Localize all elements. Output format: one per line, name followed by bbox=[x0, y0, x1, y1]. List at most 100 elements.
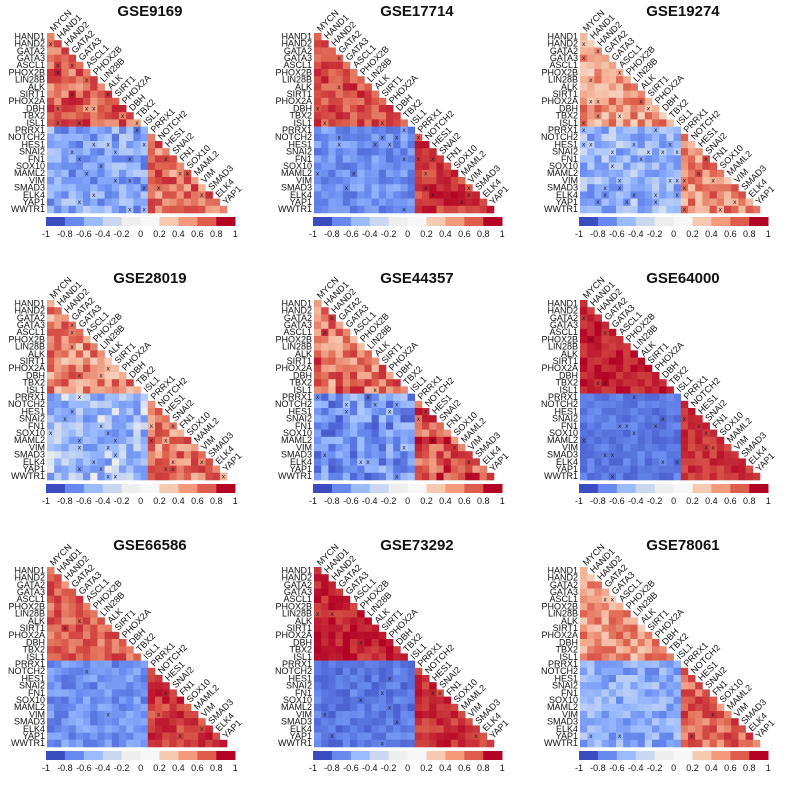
heatmap-cell bbox=[429, 696, 437, 705]
heatmap-cell bbox=[75, 682, 84, 690]
row-label: SMAD3 bbox=[14, 183, 45, 193]
heatmap-cell bbox=[637, 205, 646, 214]
heatmap-cell bbox=[695, 458, 703, 466]
heatmap-cell bbox=[601, 97, 610, 106]
heatmap-cell bbox=[364, 617, 372, 625]
colorbar-block bbox=[483, 217, 503, 226]
heatmap-cell bbox=[321, 393, 329, 402]
heatmap-cell bbox=[321, 624, 329, 633]
heatmap-cell bbox=[119, 646, 127, 654]
heatmap-cell bbox=[133, 725, 141, 733]
heatmap-cell bbox=[407, 198, 416, 207]
heatmap-cell bbox=[587, 126, 595, 135]
heatmap-cell bbox=[580, 184, 588, 192]
nonsignificant-mark: x bbox=[395, 719, 399, 726]
heatmap-cell bbox=[601, 689, 610, 697]
row-label: HES1 bbox=[554, 139, 578, 149]
row-label: GATA2 bbox=[550, 580, 578, 590]
colorbar-block bbox=[597, 484, 618, 493]
heatmap-cell bbox=[335, 357, 344, 366]
colorbar-tick-label: 0 bbox=[138, 763, 143, 773]
heatmap-cell bbox=[386, 408, 394, 416]
heatmap-cell bbox=[422, 689, 430, 697]
heatmap-cell bbox=[61, 54, 69, 63]
colorbar-tick-label: 0 bbox=[671, 763, 676, 773]
heatmap-cell bbox=[407, 660, 416, 669]
heatmap-cell bbox=[54, 364, 62, 373]
heatmap-cell bbox=[162, 177, 170, 185]
heatmap-cell bbox=[587, 205, 595, 214]
heatmap-cell bbox=[191, 711, 199, 719]
heatmap-cell bbox=[119, 105, 127, 113]
heatmap-cell bbox=[54, 343, 62, 351]
heatmap-cell bbox=[75, 126, 84, 135]
heatmap-cell bbox=[587, 639, 595, 647]
heatmap-cell bbox=[328, 675, 336, 683]
nonsignificant-mark: x bbox=[337, 134, 341, 141]
nonsignificant-mark: x bbox=[92, 192, 96, 199]
heatmap-cell bbox=[659, 725, 667, 733]
heatmap-cell bbox=[702, 732, 710, 741]
heatmap-cell bbox=[601, 372, 610, 380]
nonsignificant-mark: x bbox=[625, 423, 629, 430]
heatmap-cell bbox=[637, 682, 646, 690]
heatmap-cell bbox=[97, 141, 105, 149]
heatmap-cell bbox=[83, 112, 91, 120]
heatmap-cell bbox=[328, 682, 336, 690]
heatmap-cell bbox=[587, 307, 595, 315]
heatmap-cell bbox=[133, 465, 141, 474]
heatmap-cell bbox=[371, 155, 380, 163]
heatmap-cell bbox=[321, 465, 329, 474]
heatmap-cell bbox=[97, 617, 105, 625]
heatmap-cell bbox=[601, 739, 610, 748]
heatmap-cell bbox=[608, 343, 617, 351]
heatmap-cell bbox=[90, 400, 98, 409]
heatmap-cell bbox=[673, 732, 682, 741]
heatmap-cell bbox=[61, 617, 69, 625]
heatmap-cell bbox=[104, 696, 113, 705]
heatmap-cell bbox=[314, 162, 322, 171]
heatmap-cell bbox=[335, 343, 344, 351]
heatmap-cell bbox=[616, 169, 624, 178]
heatmap-cell bbox=[608, 105, 617, 113]
heatmap-cell bbox=[83, 451, 91, 459]
heatmap-cell bbox=[357, 610, 365, 618]
heatmap-cell bbox=[422, 711, 430, 719]
row-label: WWTR1 bbox=[544, 471, 578, 481]
heatmap-cell bbox=[350, 689, 358, 697]
heatmap-cell bbox=[104, 624, 113, 633]
heatmap-cell bbox=[608, 169, 617, 178]
heatmap-cell bbox=[357, 133, 365, 142]
heatmap-cell bbox=[90, 639, 98, 647]
heatmap-cell bbox=[644, 660, 653, 669]
heatmap-cell bbox=[644, 155, 653, 163]
heatmap-cell bbox=[140, 451, 149, 459]
heatmap-cell bbox=[321, 205, 329, 214]
heatmap-cell bbox=[393, 198, 401, 207]
colorbar-block bbox=[654, 217, 674, 226]
heatmap-cell bbox=[680, 415, 689, 423]
nonsignificant-mark: x bbox=[150, 423, 154, 430]
heatmap-cell bbox=[183, 472, 192, 481]
heatmap-cell bbox=[357, 119, 365, 127]
heatmap-cell bbox=[407, 667, 416, 676]
heatmap-cell bbox=[587, 472, 595, 481]
colorbar-block bbox=[711, 751, 731, 760]
heatmap-cell bbox=[652, 119, 660, 127]
heatmap-cell bbox=[414, 422, 423, 430]
row-label: GATA3 bbox=[284, 320, 312, 330]
heatmap-cell bbox=[637, 639, 646, 647]
heatmap-cell bbox=[61, 624, 69, 633]
heatmap-cell bbox=[378, 718, 387, 726]
heatmap-cell bbox=[716, 465, 725, 474]
heatmap-cell bbox=[414, 148, 423, 156]
heatmap-cell bbox=[429, 184, 437, 192]
heatmap-cell bbox=[350, 617, 358, 625]
heatmap-cell bbox=[371, 191, 380, 199]
nonsignificant-mark: x bbox=[467, 192, 471, 199]
heatmap-cell bbox=[666, 653, 674, 661]
heatmap-cell bbox=[652, 205, 660, 214]
heatmap-cell bbox=[119, 386, 127, 394]
heatmap-cell bbox=[601, 321, 610, 330]
heatmap-cell bbox=[407, 126, 416, 135]
